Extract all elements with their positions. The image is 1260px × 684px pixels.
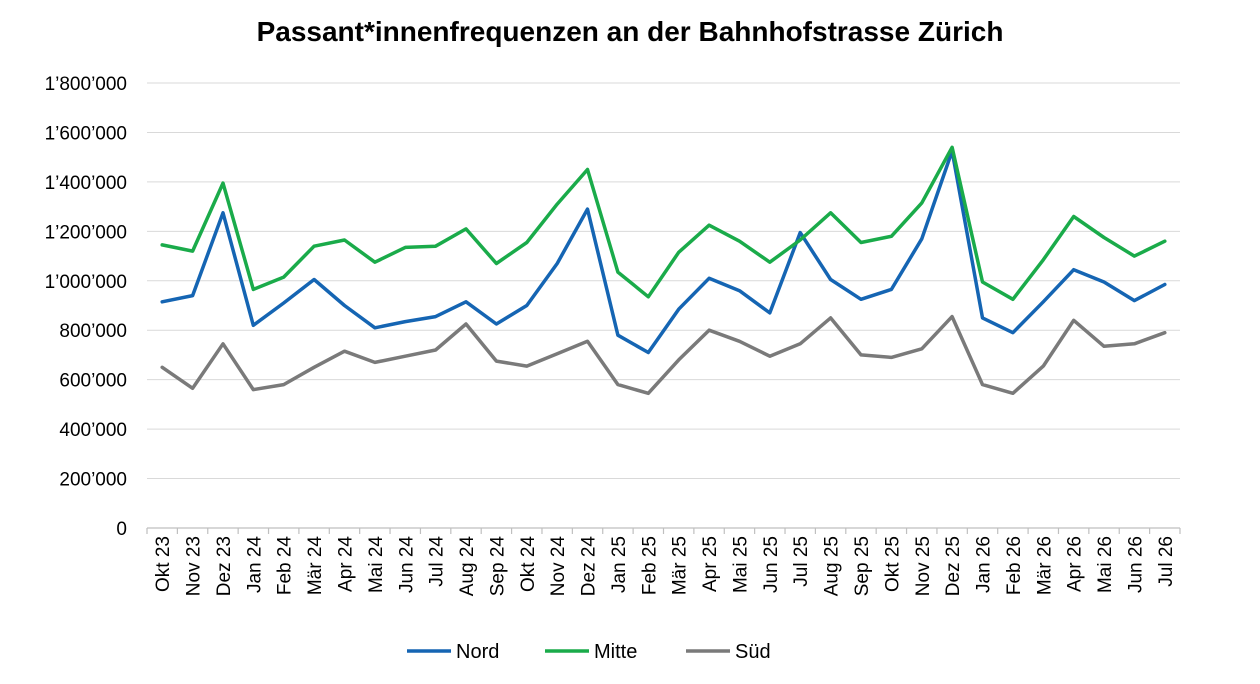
x-tick-label: Feb 24 — [275, 536, 296, 596]
series-line-mitte — [160, 145, 1167, 302]
y-tick-label: 1’200’000 — [45, 222, 127, 243]
x-tick-label: Sep 25 — [852, 536, 873, 596]
x-tick-label: Mär 26 — [1034, 536, 1055, 595]
x-tick-label: Aug 25 — [822, 536, 843, 596]
x-tick-label: Feb 25 — [639, 536, 660, 595]
y-tick-label: 1’400’000 — [45, 173, 127, 194]
legend-label: Süd — [735, 641, 771, 663]
x-tick-label: Apr 25 — [700, 536, 721, 592]
x-tick-label: Mai 26 — [1095, 536, 1116, 593]
x-tick-label: Jul 26 — [1156, 536, 1177, 587]
legend-label: Mitte — [594, 641, 637, 663]
x-tick-label: Sep 24 — [487, 536, 508, 597]
y-tick-label: 1’800’000 — [45, 74, 127, 95]
x-tick-label: Okt 24 — [518, 536, 539, 592]
x-tick-label: Nov 25 — [913, 536, 934, 596]
y-tick-label: 1’000’000 — [45, 272, 127, 293]
legend-label: Nord — [456, 641, 499, 663]
y-tick-label: 0 — [116, 519, 127, 540]
x-tick-label: Jul 24 — [427, 536, 448, 587]
x-tick-label: Jun 25 — [761, 536, 782, 593]
x-tick-label: Jan 26 — [974, 536, 995, 593]
x-tick-label: Mär 25 — [670, 536, 691, 595]
x-tick-label: Jan 25 — [609, 536, 630, 593]
x-tick-label: Nov 23 — [184, 536, 205, 596]
x-tick-label: Apr 24 — [335, 536, 356, 592]
x-tick-label: Jul 25 — [791, 536, 812, 587]
x-tick-label: Mai 24 — [366, 536, 387, 593]
y-tick-label: 600’000 — [59, 371, 127, 392]
x-tick-label: Okt 23 — [153, 536, 174, 592]
x-tick-label: Okt 25 — [882, 536, 903, 592]
x-tick-label: Jan 24 — [244, 536, 265, 593]
x-tick-label: Mär 24 — [305, 536, 326, 596]
x-tick-label: Jun 26 — [1125, 536, 1146, 593]
x-tick-label: Nov 24 — [548, 536, 569, 597]
x-tick-label: Apr 26 — [1065, 536, 1086, 592]
chart-title: Passant*innenfrequenzen an der Bahnhofst… — [256, 16, 1004, 47]
x-tick-label: Dez 24 — [579, 536, 600, 597]
x-tick-label: Mai 25 — [730, 536, 751, 593]
y-tick-label: 400’000 — [59, 420, 127, 441]
y-tick-label: 1’600’000 — [45, 123, 127, 144]
y-tick-label: 200’000 — [59, 470, 127, 491]
x-tick-label: Dez 25 — [943, 536, 964, 596]
series-line-süd — [160, 314, 1167, 396]
x-tick-label: Jun 24 — [396, 536, 417, 593]
x-tick-label: Dez 23 — [214, 536, 235, 596]
x-tick-label: Feb 26 — [1004, 536, 1025, 595]
y-tick-label: 800’000 — [59, 321, 127, 342]
series-line-nord — [160, 149, 1167, 355]
x-tick-label: Aug 24 — [457, 536, 478, 597]
